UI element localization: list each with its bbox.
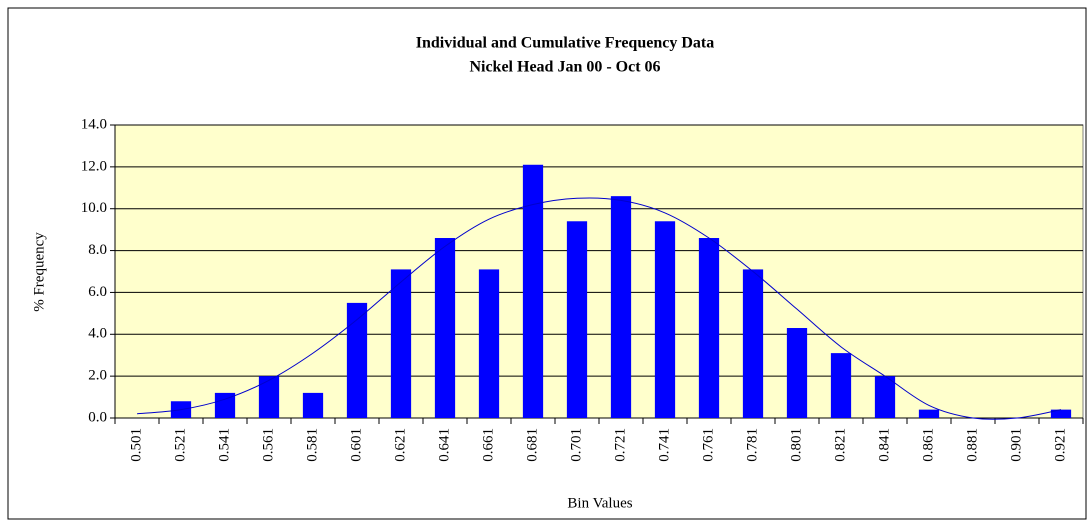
- fit-line: [136, 197, 1062, 420]
- x-tick-label: 0.621: [392, 428, 408, 462]
- bar: [346, 302, 368, 418]
- bar: [830, 353, 852, 418]
- bar: [258, 376, 280, 418]
- bar: [1050, 409, 1072, 418]
- x-tick-label: 0.701: [568, 428, 584, 462]
- plot-area: [114, 124, 1084, 419]
- x-tick-label: 0.661: [480, 428, 496, 462]
- bar: [566, 221, 588, 418]
- chart-subtitle: Nickel Head Jan 00 - Oct 06: [469, 59, 660, 76]
- x-tick-label: 0.861: [920, 428, 936, 462]
- bar: [302, 392, 324, 418]
- bar: [214, 392, 236, 418]
- bar: [522, 164, 544, 418]
- x-tick-label: 0.741: [656, 428, 672, 462]
- bar: [654, 221, 676, 418]
- y-tick-label: 4.0: [88, 326, 107, 342]
- x-tick-label: 0.801: [788, 428, 804, 462]
- x-tick-label: 0.821: [832, 428, 848, 462]
- x-tick-label: 0.901: [1008, 428, 1024, 462]
- bar: [874, 376, 896, 418]
- bar: [742, 269, 764, 418]
- y-tick-label: 10.0: [81, 200, 107, 216]
- chart-title: Individual and Cumulative Frequency Data: [416, 35, 714, 52]
- bar: [786, 328, 808, 418]
- bar: [478, 269, 500, 418]
- y-tick-label: 0.0: [88, 409, 107, 425]
- x-tick-label: 0.781: [744, 428, 760, 462]
- bar: [698, 238, 720, 418]
- x-tick-label: 0.681: [524, 428, 540, 462]
- x-tick-label: 0.921: [1052, 428, 1068, 462]
- x-tick-label: 0.561: [260, 428, 276, 462]
- y-axis-label: % Frequency: [31, 232, 47, 312]
- x-tick-label: 0.641: [436, 428, 452, 462]
- y-tick-label: 12.0: [81, 158, 107, 174]
- y-tick-label: 2.0: [88, 368, 107, 384]
- y-tick-label: 8.0: [88, 242, 107, 258]
- x-tick-label: 0.841: [876, 428, 892, 462]
- bar: [434, 238, 456, 418]
- x-tick-label: 0.601: [348, 428, 364, 462]
- bar: [610, 196, 632, 418]
- x-tick-label: 0.501: [128, 428, 144, 462]
- y-tick-label: 6.0: [88, 284, 107, 300]
- bar: [390, 269, 412, 418]
- bar: [918, 409, 940, 418]
- x-tick-label: 0.761: [700, 428, 716, 462]
- x-tick-label: 0.721: [612, 428, 628, 462]
- x-tick-label: 0.521: [172, 428, 188, 462]
- x-tick-label: 0.541: [216, 428, 232, 462]
- y-tick-label: 14.0: [81, 116, 107, 132]
- x-tick-label: 0.581: [304, 428, 320, 462]
- x-tick-label: 0.881: [964, 428, 980, 462]
- x-axis-label: Bin Values: [567, 495, 632, 511]
